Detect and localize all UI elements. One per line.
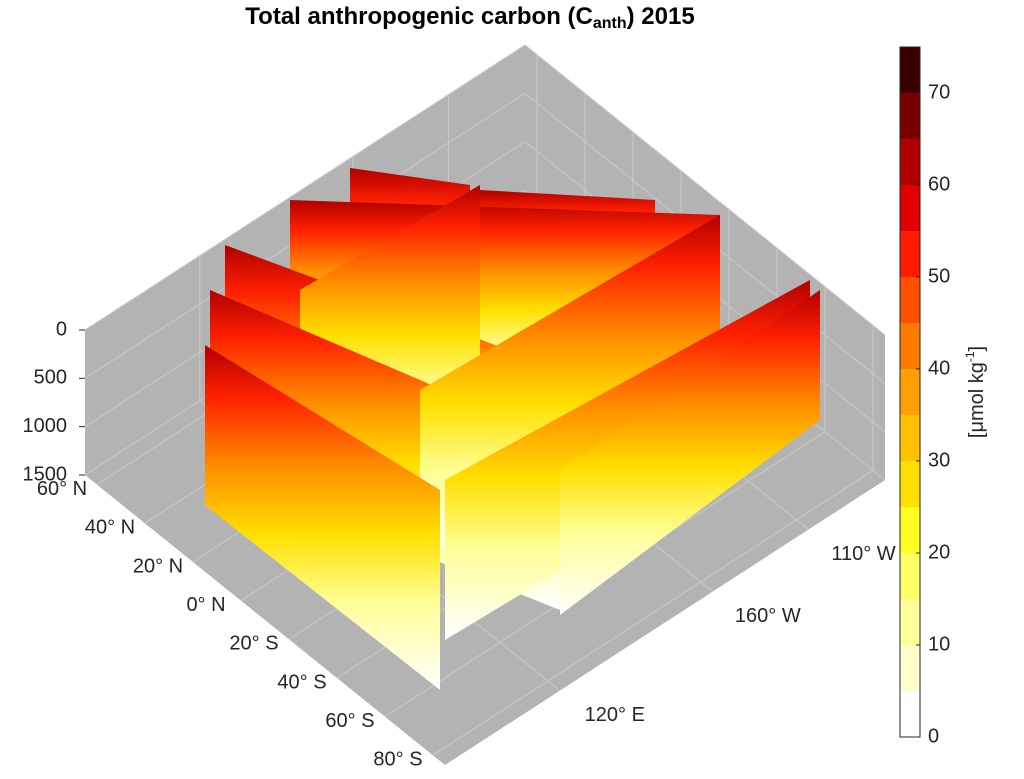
colorbar-tick-label: 10 [928, 633, 950, 655]
y-tick-label: 60° N [37, 478, 87, 500]
y-tick-label: 20° S [229, 633, 278, 655]
colorbar-tick-label: 60 [928, 173, 950, 195]
colorbar-tick-label: 50 [928, 265, 950, 287]
colorbar-label-main: [μmol kg [966, 362, 988, 438]
x-tick-label: 160° W [735, 605, 801, 627]
chart-title: Total anthropogenic carbon (Canth) 2015 [245, 3, 694, 32]
colorbar-tick-label: 30 [928, 449, 950, 471]
colorbar-tick-label: 20 [928, 541, 950, 563]
z-tick-label: 0 [56, 318, 67, 340]
colorbar-segment [900, 323, 920, 369]
colorbar-segment [900, 691, 920, 737]
colorbar-segment [900, 415, 920, 461]
title-main: Total anthropogenic carbon (C [245, 3, 593, 30]
grid-line [84, 44, 526, 331]
title-subscript: anth [593, 15, 627, 32]
sections [205, 168, 820, 690]
section [205, 345, 440, 690]
colorbar-segment [900, 93, 920, 139]
colorbar-segment [900, 599, 920, 645]
z-tick-label: 1000 [23, 415, 68, 437]
colorbar-segment [900, 185, 920, 231]
colorbar-segment [900, 139, 920, 185]
colorbar-label-end: ] [966, 346, 988, 352]
colorbar-segment [900, 507, 920, 553]
y-tick-label: 20° N [133, 555, 183, 577]
colorbar-segment [900, 47, 920, 93]
x-tick-label: 120° E [585, 704, 645, 726]
z-tick-label: 1500 [23, 463, 68, 485]
section [560, 290, 820, 615]
y-tick-label: 40° N [85, 517, 135, 539]
colorbar-segment [900, 369, 920, 415]
z-tick-label: 500 [34, 367, 67, 389]
y-tick-label: 80° S [373, 749, 422, 771]
colorbar-label: [μmol kg-1] [963, 346, 988, 438]
x-tick-label: 110° W [831, 543, 895, 565]
colorbar-tick-label: 0 [928, 725, 939, 747]
y-tick-label: 40° S [277, 671, 326, 693]
title-end: ) 2015 [627, 3, 695, 30]
colorbar-frame [899, 46, 921, 738]
colorbar-segment [900, 645, 920, 691]
colorbar-segment [900, 277, 920, 323]
colorbar-segment [900, 461, 920, 507]
grid-line [432, 469, 874, 756]
y-tick-label: 60° S [325, 710, 374, 732]
colorbar-tick-label: 40 [928, 357, 950, 379]
colorbar-label-sup: -1 [963, 351, 977, 362]
colorbar-segment [900, 231, 920, 277]
colorbar-segment [900, 553, 920, 599]
y-tick-label: 0° N [186, 594, 225, 616]
colorbar-tick-label: 70 [928, 81, 950, 103]
